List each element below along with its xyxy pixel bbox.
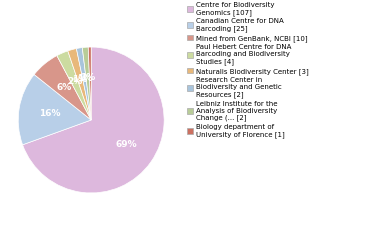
Wedge shape [76, 48, 91, 120]
Wedge shape [57, 51, 91, 120]
Text: 1%: 1% [80, 73, 95, 82]
Wedge shape [22, 47, 164, 193]
Text: 16%: 16% [39, 109, 60, 118]
Wedge shape [68, 48, 91, 120]
Wedge shape [82, 47, 91, 120]
Wedge shape [88, 47, 91, 120]
Text: 69%: 69% [115, 140, 137, 149]
Legend: Centre for Biodiversity
Genomics [107], Canadian Centre for DNA
Barcoding [25], : Centre for Biodiversity Genomics [107], … [186, 1, 309, 138]
Wedge shape [18, 74, 91, 145]
Text: 6%: 6% [57, 83, 72, 92]
Text: 1%: 1% [73, 75, 88, 84]
Wedge shape [34, 56, 91, 120]
Text: 2%: 2% [67, 77, 82, 86]
Text: 1%: 1% [77, 74, 92, 83]
